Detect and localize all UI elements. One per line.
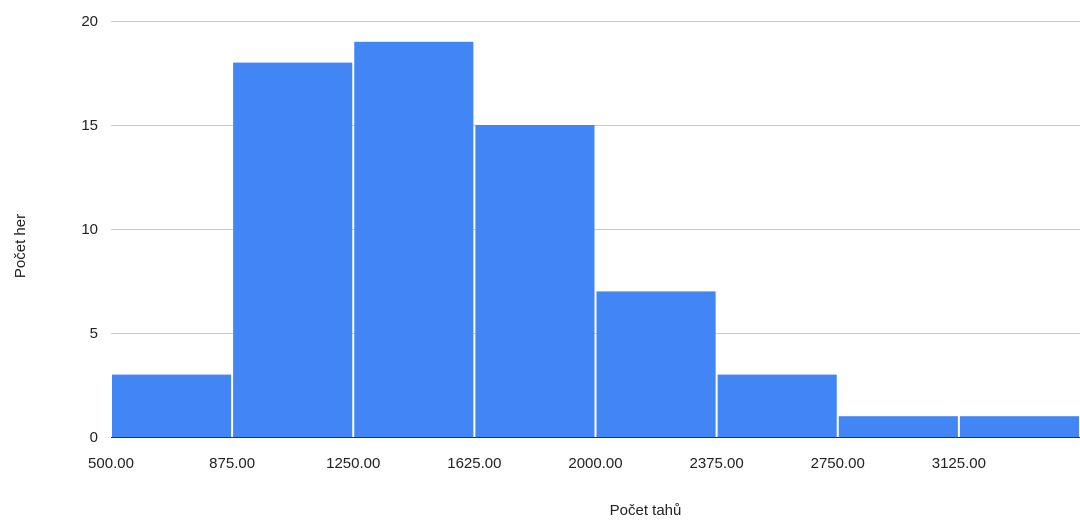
x-tick-label: 2000.00 (568, 455, 622, 472)
y-tick-label: 10 (81, 221, 98, 238)
y-tick-label: 15 (81, 117, 98, 134)
y-axis-title: Počet her (12, 214, 29, 278)
histogram-bar (959, 416, 1079, 437)
histogram-bar (596, 291, 716, 437)
bars (112, 41, 1079, 438)
x-tick-label: 2750.00 (811, 455, 865, 472)
x-tick-label: 1250.00 (326, 455, 380, 472)
x-axis-title: Počet tahů (610, 502, 682, 519)
x-tick-label: 1625.00 (447, 455, 501, 472)
histogram-bar (838, 416, 958, 437)
histogram-bar (233, 62, 353, 437)
x-tick-labels: 500.00 875.00 1250.00 1625.00 2000.00 2375.00… (88, 455, 986, 472)
x-tick-label: 3125.00 (932, 455, 986, 472)
x-tick-label: 875.00 (209, 455, 255, 472)
x-tick-label: 2375.00 (690, 455, 744, 472)
y-tick-label: 20 (81, 13, 98, 30)
y-tick-label: 0 (90, 429, 98, 446)
histogram-bar (717, 374, 837, 437)
y-tick-labels: 0 5 10 15 20 (81, 13, 98, 446)
histogram-bar (475, 125, 595, 437)
x-tick-label: 500.00 (88, 455, 134, 472)
histogram-bar (112, 374, 232, 437)
y-tick-label: 5 (90, 325, 98, 342)
histogram-bar (354, 41, 474, 438)
